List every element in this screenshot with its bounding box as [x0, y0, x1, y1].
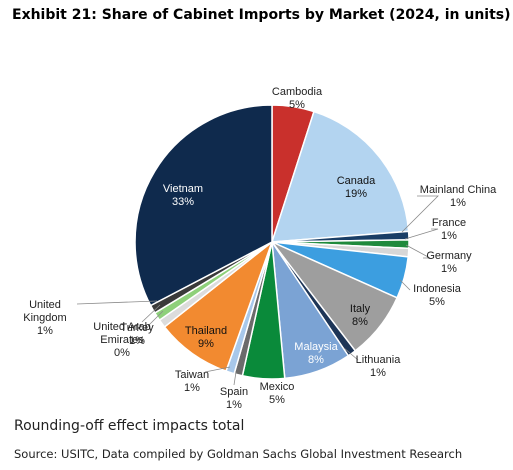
- slice-label-italy: Italy 8%: [350, 303, 371, 328]
- leader-line-lithuania: [343, 347, 359, 361]
- leader-line-turkey: [148, 310, 164, 326]
- slice-label-united-kingdom: United Kingdom 1%: [23, 299, 66, 337]
- slice-label-turkey: Turkey 1%: [120, 322, 154, 347]
- slice-label-united-arab-emirates: United Arab Emirates 0%: [93, 321, 150, 359]
- leader-line-germany: [405, 244, 431, 259]
- slice-label-mexico: Mexico 5%: [260, 381, 295, 406]
- slice-label-indonesia: Indonesia 5%: [413, 283, 462, 308]
- pie-slice-canada: [270, 110, 410, 243]
- source-note: Source: USITC, Data compiled by Goldman …: [14, 447, 463, 461]
- leader-line-taiwan: [204, 366, 231, 373]
- slice-label-germany: Germany 1%: [426, 250, 472, 275]
- leader-line-united-kingdom: [76, 300, 158, 305]
- slice-label-malaysia: Malaysia 8%: [294, 341, 338, 366]
- leader-line-indonesia: [399, 279, 411, 291]
- chart-title: Exhibit 21: Share of Cabinet Imports by …: [12, 7, 511, 23]
- slice-label-france: France 1%: [432, 217, 466, 242]
- slice-label-mainland-china: Mainland China 1%: [420, 184, 497, 209]
- slice-label-taiwan: Taiwan 1%: [175, 369, 209, 394]
- slice-label-cambodia: Cambodia 5%: [272, 86, 323, 111]
- leader-line-mainland-china: [401, 195, 439, 233]
- slice-label-vietnam: Vietnam 33%: [163, 183, 203, 208]
- slice-label-lithuania: Lithuania 1%: [356, 354, 402, 379]
- pie-slice-vietnam: [134, 104, 273, 307]
- leader-line-united-arab-emirates: [141, 304, 161, 323]
- slice-label-spain: Spain 1%: [220, 386, 248, 411]
- slice-label-thailand: Thailand 9%: [185, 325, 227, 350]
- slice-labels: Cambodia 5% Canada 19% Mainland China 1% Franc…: [23, 86, 497, 411]
- leader-line-spain: [233, 371, 237, 386]
- leader-line-france: [404, 228, 439, 240]
- slice-label-canada: Canada 19%: [337, 175, 376, 200]
- rounding-note: Rounding-off effect impacts total: [14, 418, 245, 434]
